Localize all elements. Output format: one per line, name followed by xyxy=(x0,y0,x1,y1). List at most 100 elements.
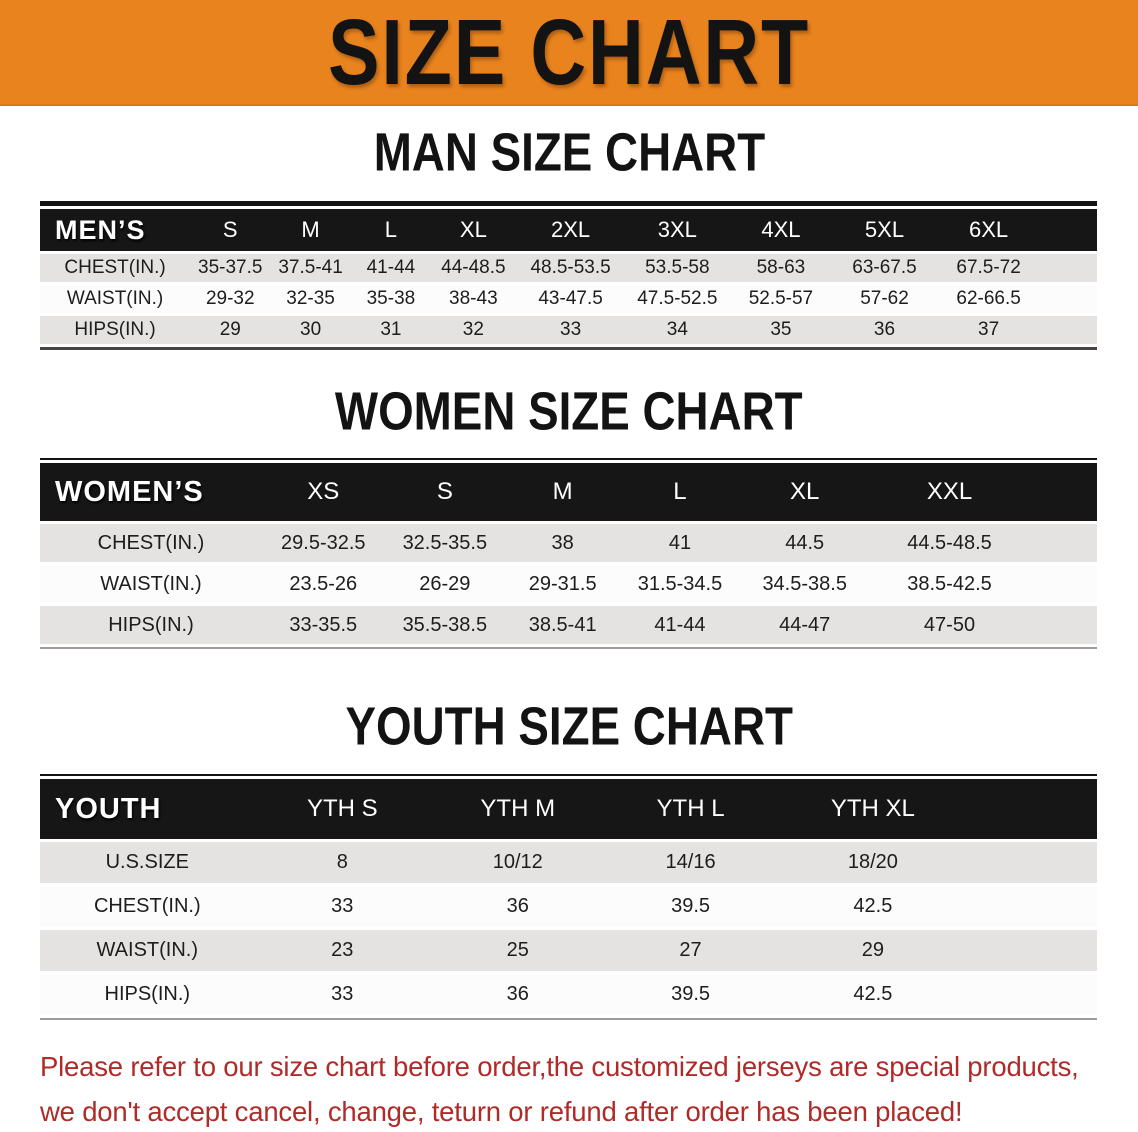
women-cell: 38.5-41 xyxy=(505,606,621,644)
women-cell: 35.5-38.5 xyxy=(384,606,506,644)
women-row-label: WAIST(IN.) xyxy=(40,565,262,603)
men-cell: 37 xyxy=(936,316,1041,344)
youth-cell: 33 xyxy=(254,886,431,927)
women-cell: 23.5-26 xyxy=(261,565,385,603)
youth-row-label: HIPS(IN.) xyxy=(40,974,255,1015)
men-cell: 47.5-52.5 xyxy=(625,285,730,313)
men-cell: 31 xyxy=(350,316,432,344)
women-header-size: M xyxy=(505,463,621,521)
women-waist-row: WAIST(IN.) 23.5-26 26-29 29-31.5 31.5-34… xyxy=(40,565,1097,603)
disclaimer-line-2: we don't accept cancel, change, teturn o… xyxy=(40,1096,963,1127)
men-cell: 44-48.5 xyxy=(431,254,516,282)
men-cell: 38-43 xyxy=(431,285,516,313)
men-header-size: 2XL xyxy=(515,209,626,251)
banner-title: SIZE CHART xyxy=(327,0,811,104)
women-cell-filler xyxy=(1029,606,1097,644)
men-cell-filler xyxy=(1040,285,1097,313)
women-cell: 38.5-42.5 xyxy=(869,565,1030,603)
men-cell: 58-63 xyxy=(729,254,833,282)
youth-cell: 10/12 xyxy=(430,842,606,883)
men-cell: 35-38 xyxy=(350,285,432,313)
men-header-size: 3XL xyxy=(625,209,730,251)
men-section-heading: MAN SIZE CHART xyxy=(0,122,1138,184)
disclaimer-note: Please refer to our size chart before or… xyxy=(40,1044,1100,1132)
youth-size-table: YOUTH YTH S YTH M YTH L YTH XL U.S.SIZE … xyxy=(40,774,1097,1020)
women-cell: 47-50 xyxy=(869,606,1030,644)
youth-header-label: YOUTH xyxy=(40,779,255,839)
women-cell: 31.5-34.5 xyxy=(620,565,740,603)
women-section-heading-text: WOMEN SIZE CHART xyxy=(335,381,803,443)
youth-hips-row: HIPS(IN.) 33 36 39.5 42.5 xyxy=(40,974,1097,1015)
women-row-label: HIPS(IN.) xyxy=(40,606,262,644)
women-hips-row: HIPS(IN.) 33-35.5 35.5-38.5 38.5-41 41-4… xyxy=(40,606,1097,644)
men-cell: 63-67.5 xyxy=(832,254,937,282)
women-cell: 33-35.5 xyxy=(261,606,385,644)
youth-header-size: YTH M xyxy=(430,779,606,839)
women-section-heading: WOMEN SIZE CHART xyxy=(0,381,1138,443)
men-hips-row: HIPS(IN.) 29 30 31 32 33 34 35 36 37 xyxy=(40,316,1097,344)
men-cell: 53.5-58 xyxy=(625,254,730,282)
youth-cell: 25 xyxy=(430,930,606,971)
women-header-row: WOMEN’S XS S M L XL XXL xyxy=(40,463,1097,521)
youth-cell: 33 xyxy=(254,974,431,1015)
youth-cell: 42.5 xyxy=(775,974,971,1015)
men-cell: 36 xyxy=(832,316,937,344)
men-cell: 35-37.5 xyxy=(190,254,271,282)
youth-cell: 29 xyxy=(775,930,971,971)
youth-cell: 23 xyxy=(254,930,431,971)
youth-header-size: YTH L xyxy=(605,779,776,839)
youth-row-label: CHEST(IN.) xyxy=(40,886,255,927)
men-waist-row: WAIST(IN.) 29-32 32-35 35-38 38-43 43-47… xyxy=(40,285,1097,313)
women-cell-filler xyxy=(1029,524,1097,562)
men-header-size: 5XL xyxy=(832,209,937,251)
women-header-size: XL xyxy=(739,463,870,521)
youth-cell-filler xyxy=(970,974,1097,1015)
youth-header-filler xyxy=(970,779,1097,839)
men-header-row: MEN’S S M L XL 2XL 3XL 4XL 5XL 6XL xyxy=(40,209,1097,251)
men-cell-filler xyxy=(1040,316,1097,344)
women-cell: 41-44 xyxy=(620,606,740,644)
men-chest-row: CHEST(IN.) 35-37.5 37.5-41 41-44 44-48.5… xyxy=(40,254,1097,282)
men-cell: 33 xyxy=(515,316,626,344)
women-cell: 26-29 xyxy=(384,565,506,603)
men-size-table: MEN’S S M L XL 2XL 3XL 4XL 5XL 6XL CHEST… xyxy=(40,201,1097,350)
men-header-size: S xyxy=(190,209,271,251)
youth-header-size: YTH XL xyxy=(775,779,971,839)
women-header-size: L xyxy=(620,463,740,521)
youth-cell: 39.5 xyxy=(605,974,776,1015)
size-chart-banner: SIZE CHART xyxy=(0,0,1138,106)
men-cell: 32 xyxy=(431,316,516,344)
women-header-size: S xyxy=(384,463,506,521)
women-cell: 29.5-32.5 xyxy=(261,524,385,562)
youth-chest-row: CHEST(IN.) 33 36 39.5 42.5 xyxy=(40,886,1097,927)
youth-ussize-row: U.S.SIZE 8 10/12 14/16 18/20 xyxy=(40,842,1097,883)
youth-waist-row: WAIST(IN.) 23 25 27 29 xyxy=(40,930,1097,971)
youth-cell: 36 xyxy=(430,886,606,927)
women-cell: 38 xyxy=(505,524,621,562)
men-cell-filler xyxy=(1040,254,1097,282)
women-header-size: XS xyxy=(261,463,385,521)
youth-cell: 18/20 xyxy=(775,842,971,883)
women-cell: 29-31.5 xyxy=(505,565,621,603)
men-cell: 30 xyxy=(270,316,351,344)
youth-row-label: WAIST(IN.) xyxy=(40,930,255,971)
youth-cell: 14/16 xyxy=(605,842,776,883)
women-header-label: WOMEN’S xyxy=(40,463,262,521)
youth-section-heading: YOUTH SIZE CHART xyxy=(0,700,1138,754)
youth-cell: 36 xyxy=(430,974,606,1015)
youth-cell-filler xyxy=(970,886,1097,927)
men-cell: 29 xyxy=(190,316,271,344)
women-cell: 44.5 xyxy=(739,524,870,562)
men-header-label: MEN’S xyxy=(40,209,191,251)
women-header-filler xyxy=(1029,463,1097,521)
youth-header-size: YTH S xyxy=(254,779,431,839)
men-cell: 32-35 xyxy=(270,285,351,313)
women-cell: 44.5-48.5 xyxy=(869,524,1030,562)
youth-cell: 8 xyxy=(254,842,431,883)
youth-cell-filler xyxy=(970,930,1097,971)
women-row-label: CHEST(IN.) xyxy=(40,524,262,562)
disclaimer-line-1: Please refer to our size chart before or… xyxy=(40,1051,1079,1082)
men-section-heading-text: MAN SIZE CHART xyxy=(373,122,765,184)
youth-cell-filler xyxy=(970,842,1097,883)
men-header-size: M xyxy=(270,209,351,251)
